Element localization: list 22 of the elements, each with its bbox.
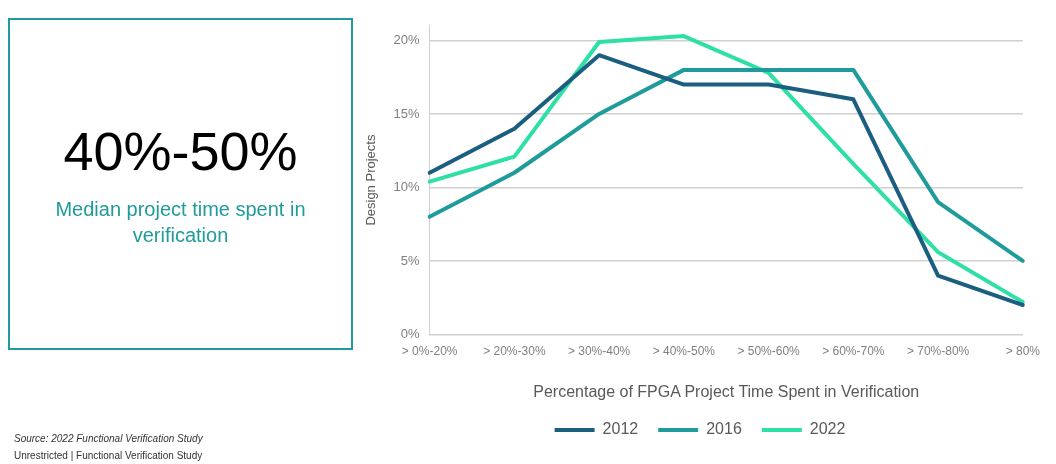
y-tick-label: 20%: [393, 32, 421, 48]
x-tick-label: > 60%-70%: [822, 343, 885, 358]
y-tick-label: 5%: [400, 252, 421, 268]
text: Median project time spent in verification: [54, 197, 307, 248]
y-tick-label: 15%: [393, 105, 421, 121]
x-tick-label: > 50%-60%: [737, 343, 801, 358]
text: Unrestricted | Functional Verification Study: [14, 450, 203, 461]
x-tick-label: > 0%-20%: [401, 343, 458, 358]
source-note: Source: 2022 Functional Verification Study: [14, 433, 203, 444]
y-tick-label: 10%: [393, 179, 421, 195]
legend-label: 2016: [706, 420, 742, 438]
x-tick-label: > 40%-50%: [652, 343, 716, 358]
y-tick-label: 0%: [400, 325, 421, 341]
x-tick-label: > 30%-40%: [567, 343, 631, 358]
x-tick-label: > 80%: [1005, 343, 1041, 358]
x-tick-label: > 20%-30%: [483, 343, 546, 358]
legend-label: 2012: [602, 420, 639, 438]
y-axis-title: Design Projects: [363, 134, 379, 226]
x-axis-title: Percentage of FPGA Project Time Spent in Verification: [533, 382, 920, 400]
text: 40%-50%: [63, 120, 298, 182]
legend-label: 2022: [809, 420, 846, 438]
x-tick-label: > 70%-80%: [906, 343, 970, 358]
